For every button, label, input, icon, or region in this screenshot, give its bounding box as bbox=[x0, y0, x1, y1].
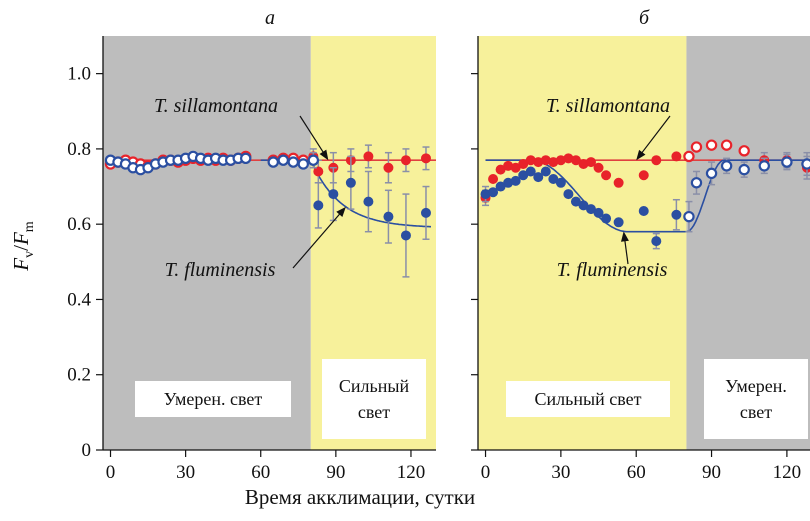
region-label-box-2 bbox=[322, 359, 426, 439]
point-sillamontana-1 bbox=[488, 174, 497, 183]
x-tick-label-90: 90 bbox=[326, 462, 345, 483]
point-fluminensis-23 bbox=[707, 169, 716, 178]
point-fluminensis-26 bbox=[346, 178, 355, 187]
x-axis-title: Время акклимации, сутки bbox=[245, 485, 475, 509]
point-sillamontana-30 bbox=[421, 154, 430, 163]
point-fluminensis-22 bbox=[299, 159, 308, 168]
point-sillamontana-20 bbox=[672, 152, 681, 161]
region-label-text-1-1: Умерен. свет bbox=[164, 389, 263, 409]
y-axis-title: Fv/Fm bbox=[9, 221, 37, 272]
region-label-text-2-1: Умерен. bbox=[725, 376, 787, 396]
point-fluminensis-16 bbox=[601, 214, 610, 223]
point-fluminensis-27 bbox=[782, 157, 791, 166]
y-tick-label-5: 1.0 bbox=[67, 64, 91, 85]
y-tick-label-2: 0.4 bbox=[67, 289, 91, 310]
y-tick-label-4: 0.8 bbox=[67, 139, 91, 160]
point-fluminensis-18 bbox=[241, 154, 250, 163]
y-title-sub2: m bbox=[22, 221, 37, 232]
region-label-text-1-1: Сильный свет bbox=[535, 389, 642, 409]
point-sillamontana-25 bbox=[740, 146, 749, 155]
point-fluminensis-24 bbox=[314, 201, 323, 210]
point-fluminensis-27 bbox=[364, 197, 373, 206]
point-sillamontana-23 bbox=[707, 141, 716, 150]
point-fluminensis-21 bbox=[684, 212, 693, 221]
panel-b: 0 30 60 90 120 б Сильный свет Умерен. свет T. sil… bbox=[471, 7, 810, 483]
point-sillamontana-27 bbox=[364, 152, 373, 161]
x-tick-label-30: 30 bbox=[176, 462, 195, 483]
point-sillamontana-17 bbox=[614, 178, 623, 187]
y-title-sub1: v bbox=[22, 251, 37, 258]
x-tick-label-120: 120 bbox=[773, 462, 802, 483]
point-sillamontana-29 bbox=[401, 156, 410, 165]
point-fluminensis-26 bbox=[760, 161, 769, 170]
species-label-fluminensis: T. fluminensis bbox=[557, 259, 668, 281]
point-fluminensis-25 bbox=[740, 165, 749, 174]
region-label-text-2-2: свет bbox=[358, 402, 390, 422]
y-tick-label-3: 0.6 bbox=[67, 214, 91, 235]
point-sillamontana-28 bbox=[384, 163, 393, 172]
point-fluminensis-18 bbox=[639, 206, 648, 215]
species-label-fluminensis: T. fluminensis bbox=[165, 259, 276, 281]
point-sillamontana-16 bbox=[601, 171, 610, 180]
panel-a: 0 30 60 90 120 0 0.2 0.4 0.6 0.8 1.0 а Умерен. свет С… bbox=[67, 7, 436, 483]
y-title-f2: F bbox=[9, 232, 33, 246]
point-fluminensis-20 bbox=[279, 156, 288, 165]
point-fluminensis-24 bbox=[722, 161, 731, 170]
point-sillamontana-18 bbox=[639, 171, 648, 180]
point-sillamontana-15 bbox=[594, 163, 603, 172]
x-tick-label-60: 60 bbox=[251, 462, 270, 483]
panel-label: б bbox=[639, 7, 650, 29]
point-fluminensis-19 bbox=[269, 157, 278, 166]
point-fluminensis-21 bbox=[289, 157, 298, 166]
x-tick-label-120: 120 bbox=[397, 462, 426, 483]
point-sillamontana-21 bbox=[684, 152, 693, 161]
point-sillamontana-19 bbox=[652, 156, 661, 165]
x-tick-label-30: 30 bbox=[551, 462, 570, 483]
species-label-sillamontana: T. sillamontana bbox=[546, 95, 670, 117]
species-label-sillamontana: T. sillamontana bbox=[154, 95, 278, 117]
point-sillamontana-22 bbox=[692, 142, 701, 151]
point-sillamontana-24 bbox=[722, 141, 731, 150]
point-fluminensis-28 bbox=[384, 212, 393, 221]
point-fluminensis-10 bbox=[556, 178, 565, 187]
point-fluminensis-19 bbox=[652, 237, 661, 246]
region-label-box-2 bbox=[704, 359, 808, 439]
y-tick-label-0: 0 bbox=[82, 440, 92, 461]
region-label-text-2-2: свет bbox=[740, 402, 772, 422]
y-tick-label-1: 0.2 bbox=[67, 365, 91, 386]
region-label-text-2-1: Сильный bbox=[339, 376, 410, 396]
point-fluminensis-11 bbox=[564, 189, 573, 198]
x-tick-label-60: 60 bbox=[627, 462, 646, 483]
x-tick-label-0: 0 bbox=[106, 462, 116, 483]
point-fluminensis-17 bbox=[614, 218, 623, 227]
point-fluminensis-23 bbox=[309, 156, 318, 165]
point-fluminensis-25 bbox=[329, 189, 338, 198]
y-title-f1: F bbox=[9, 258, 33, 272]
x-tick-label-0: 0 bbox=[481, 462, 491, 483]
point-fluminensis-28 bbox=[802, 159, 810, 168]
point-fluminensis-30 bbox=[421, 208, 430, 217]
panel-label: а bbox=[265, 7, 275, 29]
x-tick-label-90: 90 bbox=[702, 462, 721, 483]
point-fluminensis-20 bbox=[672, 210, 681, 219]
point-fluminensis-22 bbox=[692, 178, 701, 187]
point-fluminensis-8 bbox=[541, 167, 550, 176]
point-fluminensis-29 bbox=[401, 231, 410, 240]
